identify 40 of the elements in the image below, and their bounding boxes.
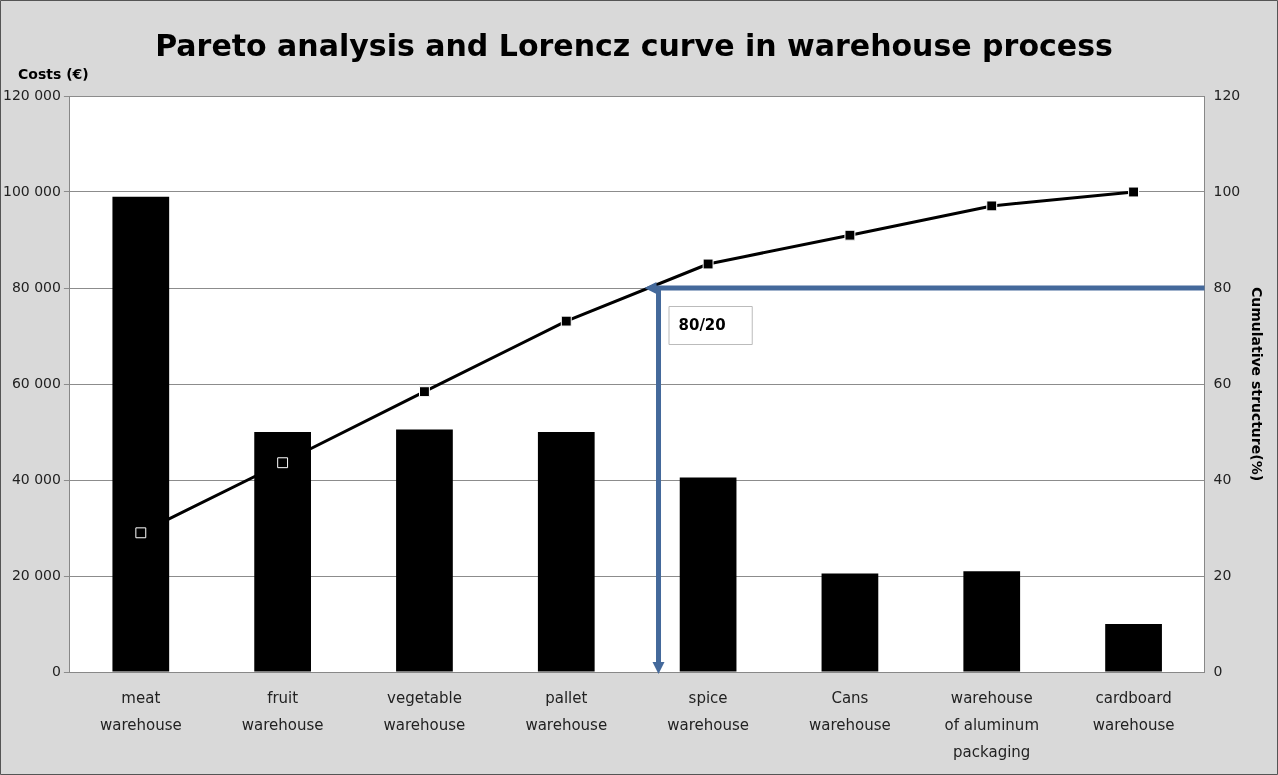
- point: [135, 527, 147, 539]
- x-tick-label: meat warehouse: [99, 689, 182, 735]
- y-axis-title: Costs (€): [18, 65, 89, 82]
- y2-tick-label: 100: [1213, 182, 1241, 199]
- point: [419, 386, 430, 398]
- x-tick-label: fruit warehouse: [241, 689, 324, 735]
- bar: [396, 429, 453, 672]
- chart-title: Pareto analysis and Lorencz curve in warehouse process: [155, 27, 1113, 63]
- y2-axis-title: Cumulative structure(%): [1248, 286, 1265, 482]
- bar: [537, 432, 595, 672]
- point: [277, 457, 289, 469]
- y-tick-label: 80 000: [11, 278, 61, 295]
- bar: [821, 573, 879, 672]
- point: [844, 229, 856, 241]
- x-tick-label: spice warehouse: [667, 689, 749, 735]
- y2-tick-label: 20: [1213, 566, 1232, 583]
- bar: [1105, 624, 1162, 672]
- y2-tick-label: 80: [1213, 278, 1232, 295]
- x-tick-label: Cans warehouse: [809, 689, 891, 735]
- point: [702, 258, 714, 270]
- bar: [679, 477, 737, 672]
- y-tick-label: 40 000: [11, 470, 61, 487]
- point: [986, 200, 998, 212]
- bar: [963, 571, 1021, 672]
- y2-tick-label: 120: [1213, 86, 1241, 103]
- x-tick-label: vegetable warehouse: [383, 689, 466, 735]
- ref-line-label: 80/20: [678, 315, 726, 334]
- x-tick-label: warehouse of aluminum packaging: [944, 689, 1039, 762]
- y-tick-label: 20 000: [11, 566, 61, 583]
- y-tick-label: 60 000: [11, 374, 61, 391]
- x-tick-label: pallet warehouse: [525, 689, 608, 735]
- y-tick-label: 100 000: [2, 182, 61, 199]
- y2-tick-label: 60: [1213, 374, 1232, 391]
- y-tick-label: 120 000: [2, 86, 61, 103]
- y-tick-label: 0: [51, 662, 61, 679]
- point: [1128, 186, 1140, 198]
- y2-tick-label: 0: [1213, 662, 1223, 679]
- x-tick-label: cardboard warehouse: [1092, 689, 1175, 735]
- point: [560, 315, 572, 327]
- y2-tick-label: 40: [1213, 470, 1232, 487]
